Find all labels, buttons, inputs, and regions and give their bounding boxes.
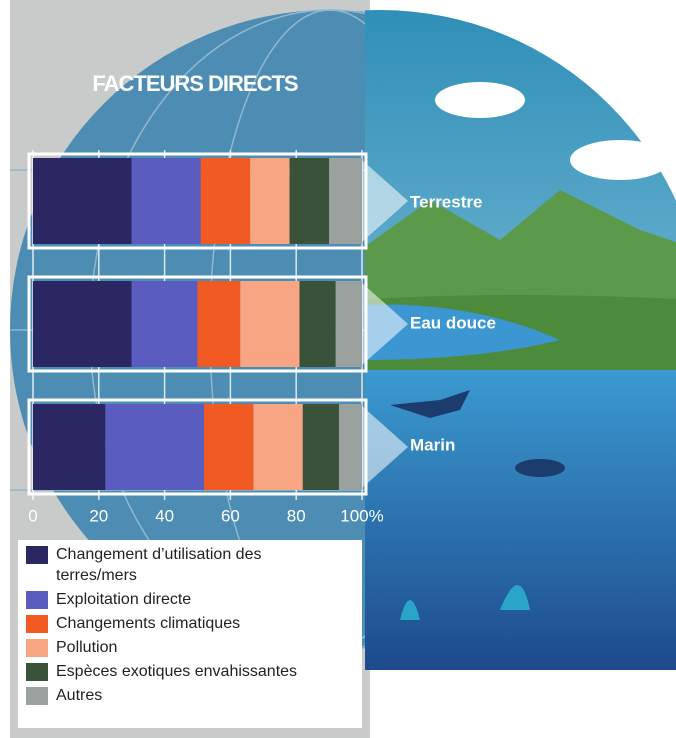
- bar-segment: [200, 158, 251, 244]
- bar-segment: [33, 158, 132, 244]
- x-tick-label: 40: [155, 506, 174, 525]
- bar-segment: [105, 404, 205, 490]
- bar-segment: [197, 281, 241, 367]
- bar-segment: [131, 158, 201, 244]
- legend: Changement d’utilisation des terres/mers…: [18, 540, 362, 728]
- category-label: Marin: [410, 435, 455, 454]
- bar-segment: [302, 404, 339, 490]
- legend-label: Espèces exotiques envahissantes: [56, 663, 298, 680]
- x-tick-label: 20: [89, 506, 108, 525]
- bar-segment: [253, 404, 303, 490]
- legend-swatch: [26, 591, 48, 609]
- title: FACTEURS DIRECTS: [92, 71, 298, 96]
- x-tick-label: 100%: [340, 506, 383, 525]
- x-tick-label: 80: [287, 506, 306, 525]
- legend-label: Exploitation directe: [56, 591, 192, 608]
- bar-segment: [204, 404, 254, 490]
- legend-item: Changements climatiques: [24, 613, 356, 634]
- bar-segment: [240, 281, 300, 367]
- legend-swatch: [26, 615, 48, 633]
- category-label: Eau douce: [410, 313, 496, 332]
- legend-label: Changements climatiques: [56, 615, 241, 632]
- x-tick-label: 60: [221, 506, 240, 525]
- bar-segment: [131, 281, 198, 367]
- x-tick-label: 0: [28, 506, 37, 525]
- legend-swatch: [26, 663, 48, 681]
- bar-segment: [250, 158, 290, 244]
- bar-segment: [33, 404, 106, 490]
- bar-segment: [289, 158, 330, 244]
- legend-swatch: [26, 546, 48, 564]
- bar-segment: [329, 158, 362, 244]
- legend-item: Autres: [24, 685, 356, 706]
- legend-label: Changement d’utilisation des terres/mers: [56, 546, 262, 584]
- legend-item: Exploitation directe: [24, 589, 356, 610]
- bar-frame: [27, 152, 368, 250]
- legend-swatch: [26, 687, 48, 705]
- legend-item: Espèces exotiques envahissantes: [24, 661, 356, 682]
- category-label: Terrestre: [410, 192, 482, 211]
- bar-segment: [299, 281, 336, 367]
- legend-item: Changement d’utilisation des terres/mers: [24, 544, 356, 586]
- bar-segment: [338, 404, 362, 490]
- bar-segment: [335, 281, 362, 367]
- legend-label: Autres: [56, 687, 103, 704]
- legend-swatch: [26, 639, 48, 657]
- bar-frame: [27, 398, 368, 496]
- legend-label: Pollution: [56, 639, 118, 656]
- legend-item: Pollution: [24, 637, 356, 658]
- bar-segment: [33, 281, 132, 367]
- bar-frame: [27, 275, 368, 373]
